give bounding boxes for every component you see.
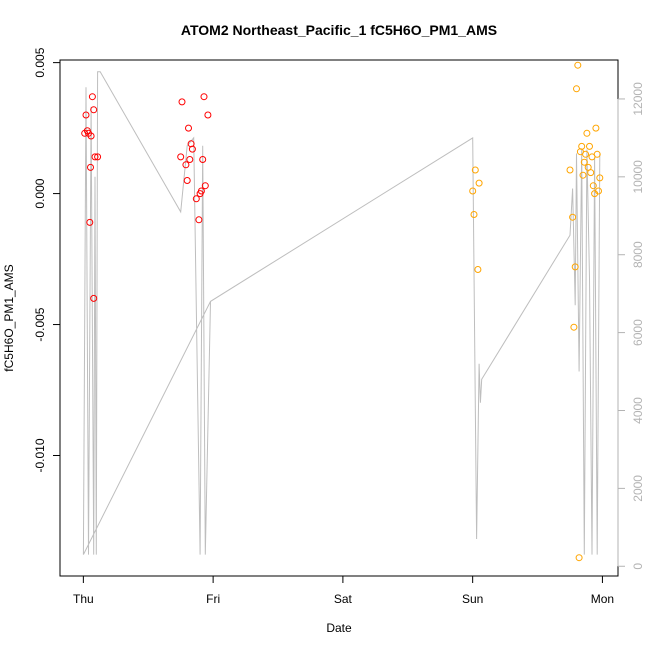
y2-tick-label: 0 (631, 563, 645, 570)
x-axis-label: Date (326, 621, 352, 635)
data-point (90, 106, 98, 114)
y2-tick-label: 6000 (631, 319, 645, 346)
data-point (177, 153, 185, 161)
data-point (574, 61, 582, 69)
data-point (569, 213, 577, 221)
data-point (185, 124, 192, 132)
y2-tick-label: 2000 (631, 475, 645, 502)
data-point (192, 195, 200, 203)
data-point (182, 161, 190, 169)
data-point (592, 124, 600, 132)
data-point (475, 179, 483, 187)
data-point (201, 182, 209, 190)
y2-tick-label: 12000 (631, 82, 645, 116)
data-point (587, 169, 595, 177)
data-point (474, 266, 482, 273)
data-point (91, 153, 99, 161)
data-point (199, 156, 207, 163)
data-point (90, 294, 98, 302)
x-axis: Thu Fri Sat Sun Mon (73, 575, 614, 606)
data-point (469, 187, 477, 195)
data-point (593, 150, 601, 158)
data-point (573, 85, 580, 93)
chart-title: ATOM2 Northeast_Pacific_1 fC5H6O_PM1_AMS (181, 22, 497, 38)
data-point (82, 111, 90, 119)
y-tick-label: 0.005 (33, 47, 47, 77)
x-tick-label: Mon (591, 592, 614, 606)
x-tick-label: Sat (334, 592, 353, 606)
series-line (82, 71, 601, 555)
data-point (589, 182, 597, 190)
data-point (583, 129, 591, 137)
y-tick-label: 0.000 (33, 178, 47, 208)
data-point (186, 156, 194, 163)
data-point (471, 166, 479, 174)
y-tick-label: -0.005 (33, 307, 47, 341)
y2-tick-label: 10000 (631, 160, 645, 194)
data-point (188, 145, 196, 153)
data-point (579, 171, 587, 179)
y-axis: 0.005 0.000 -0.005 -0.010 (33, 47, 61, 473)
y2-tick-label: 4000 (631, 397, 645, 424)
x-tick-label: Fri (206, 592, 220, 606)
data-point (86, 218, 94, 226)
data-point (178, 98, 186, 106)
data-point (575, 554, 583, 562)
data-point (204, 111, 212, 119)
data-point (470, 211, 478, 218)
data-point (87, 132, 95, 140)
data-point (582, 150, 590, 158)
data-point (566, 166, 574, 174)
data-point (571, 263, 579, 271)
x-tick-label: Thu (73, 592, 94, 606)
data-point (200, 93, 208, 101)
data-point (570, 323, 578, 331)
data-point (197, 187, 205, 195)
x-tick-label: Sun (462, 592, 483, 606)
y-axis-label: fC5H6O_PM1_AMS (2, 264, 16, 371)
data-point (580, 158, 588, 166)
y2-tick-label: 8000 (631, 241, 645, 268)
data-point (87, 163, 94, 171)
data-point (94, 153, 102, 161)
point-layer (81, 61, 604, 562)
plot-frame (59, 59, 619, 577)
data-point (183, 177, 191, 184)
data-point (88, 93, 96, 101)
data-point (578, 142, 586, 150)
data-point (595, 187, 602, 195)
data-point (586, 142, 593, 150)
data-point (596, 174, 604, 182)
data-point (195, 216, 203, 224)
y2-axis: 0 2000 4000 6000 8000 10000 12000 (617, 82, 645, 570)
line-layer (82, 71, 601, 555)
y-tick-label: -0.010 (33, 438, 47, 472)
